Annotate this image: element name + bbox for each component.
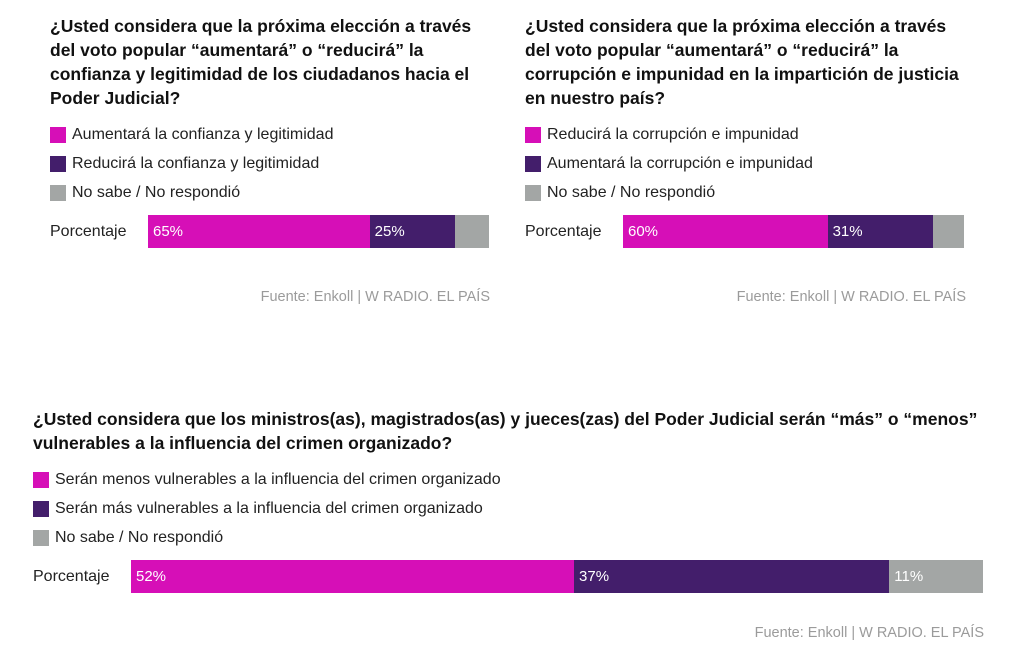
legend-label: Aumentará la confianza y legitimidad — [72, 125, 334, 143]
legend-swatch-gray — [33, 529, 49, 546]
legend: Serán menos vulnerables a la influencia … — [33, 465, 993, 552]
stacked-bar: 65% 25% — [148, 215, 489, 248]
chart-confianza: ¿Usted considera que la próxima elección… — [50, 14, 500, 248]
legend-swatch-magenta — [50, 126, 66, 143]
legend-item: Serán menos vulnerables a la influencia … — [33, 465, 993, 494]
legend-label: Serán más vulnerables a la influencia de… — [55, 499, 483, 517]
bar-row: Porcentaje 60% 31% — [525, 215, 975, 248]
legend-item: No sabe / No respondió — [33, 523, 993, 552]
data-label: 31% — [832, 223, 863, 240]
bar-row: Porcentaje 65% 25% — [50, 215, 500, 248]
bar-segment-reducira: 60% — [623, 215, 828, 248]
legend-item: Aumentará la corrupción e impunidad — [525, 149, 975, 178]
data-label: 65% — [153, 223, 184, 240]
legend-label: No sabe / No respondió — [547, 183, 716, 201]
legend-swatch-purple — [525, 155, 541, 172]
legend-item: No sabe / No respondió — [525, 178, 975, 207]
legend: Reducirá la corrupción e impunidad Aumen… — [525, 120, 975, 207]
data-label: 11% — [894, 568, 924, 585]
category-label: Porcentaje — [525, 222, 602, 240]
bar-segment-aumentara: 31% — [827, 215, 934, 248]
legend-item: Serán más vulnerables a la influencia de… — [33, 494, 993, 523]
legend-label: Reducirá la corrupción e impunidad — [547, 125, 799, 143]
bar-segment-aumentara: 65% — [148, 215, 370, 248]
source-note: Fuente: Enkoll | W RADIO. EL PAÍS — [754, 625, 984, 641]
legend-item: No sabe / No respondió — [50, 178, 500, 207]
legend-swatch-magenta — [525, 126, 541, 143]
legend-label: No sabe / No respondió — [72, 183, 241, 201]
legend-swatch-purple — [50, 155, 66, 172]
bar-segment-reducira: 25% — [369, 215, 455, 248]
legend-swatch-magenta — [33, 471, 49, 488]
legend-label: Aumentará la corrupción e impunidad — [547, 154, 813, 172]
chart-title: ¿Usted considera que los ministros(as), … — [33, 409, 978, 453]
bar-segment-no-sabe: 11% — [889, 560, 983, 593]
data-label: 37% — [579, 568, 610, 585]
legend-swatch-gray — [50, 184, 66, 201]
chart-crimen-organizado: ¿Usted considera que los ministros(as), … — [33, 407, 993, 593]
legend-label: Serán menos vulnerables a la influencia … — [55, 470, 501, 488]
legend-item: Reducirá la corrupción e impunidad — [525, 120, 975, 149]
legend-label: Reducirá la confianza y legitimidad — [72, 154, 320, 172]
stacked-bar: 60% 31% — [623, 215, 964, 248]
legend: Aumentará la confianza y legitimidad Red… — [50, 120, 500, 207]
bar-segment-no-sabe — [454, 215, 489, 248]
bar-segment-no-sabe — [933, 215, 964, 248]
category-label: Porcentaje — [33, 567, 110, 585]
legend-swatch-purple — [33, 500, 49, 517]
bar-row: Porcentaje 52% 37% 11% — [33, 560, 993, 593]
chart-title: ¿Usted considera que la próxima elección… — [50, 16, 472, 108]
chart-title: ¿Usted considera que la próxima elección… — [525, 16, 959, 108]
category-label: Porcentaje — [50, 222, 127, 240]
legend-item: Reducirá la confianza y legitimidad — [50, 149, 500, 178]
source-note: Fuente: Enkoll | W RADIO. EL PAÍS — [736, 289, 966, 305]
chart-corrupcion: ¿Usted considera que la próxima elección… — [525, 14, 975, 248]
source-note: Fuente: Enkoll | W RADIO. EL PAÍS — [260, 289, 490, 305]
data-label: 60% — [628, 223, 659, 240]
data-label: 25% — [374, 223, 405, 240]
stacked-bar: 52% 37% 11% — [131, 560, 983, 593]
data-label: 52% — [136, 568, 167, 585]
bar-segment-menos-vulnerables: 52% — [131, 560, 575, 593]
bar-segment-mas-vulnerables: 37% — [574, 560, 890, 593]
legend-swatch-gray — [525, 184, 541, 201]
legend-item: Aumentará la confianza y legitimidad — [50, 120, 500, 149]
legend-label: No sabe / No respondió — [55, 528, 224, 546]
